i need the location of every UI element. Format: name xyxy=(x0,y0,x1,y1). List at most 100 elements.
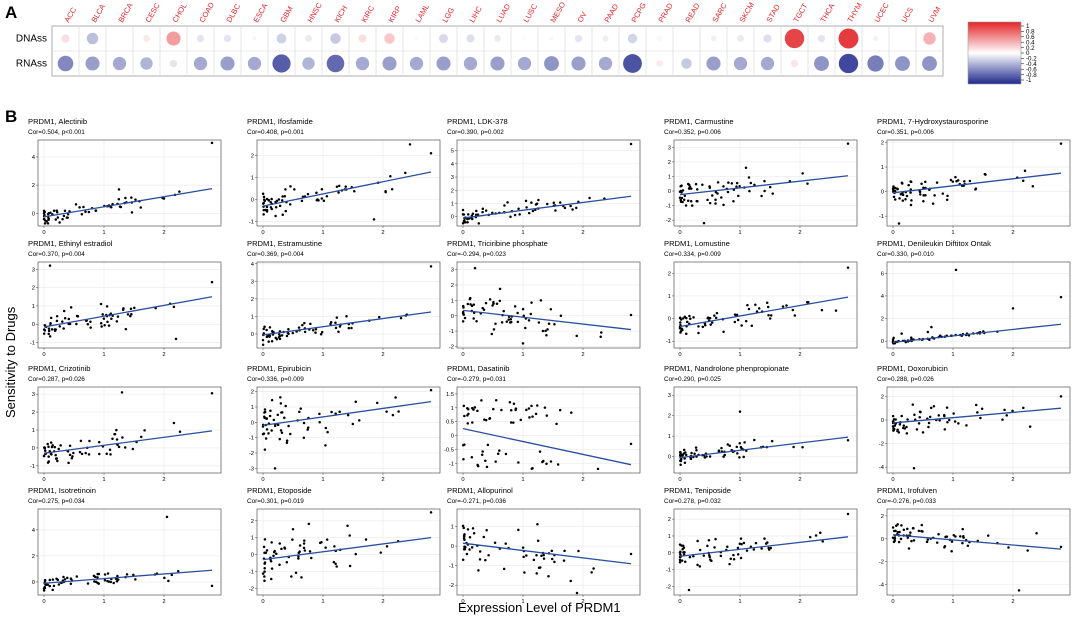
scatter-point xyxy=(917,422,921,425)
scatter-point xyxy=(429,265,433,268)
scatter-point xyxy=(269,409,272,412)
scatter-point xyxy=(133,306,136,310)
scatter-point xyxy=(906,418,909,421)
scatter-title: PRDM1, LDK-378 xyxy=(447,117,508,126)
scatter-y-tick-label: 1 xyxy=(32,304,35,310)
scatter-point xyxy=(536,539,540,543)
heatmap-circle xyxy=(414,36,419,41)
scatter-point xyxy=(492,328,496,331)
scatter-point xyxy=(130,211,134,214)
scatter-point xyxy=(805,301,809,304)
scatter-point xyxy=(522,314,526,318)
heatmap-circle xyxy=(922,56,937,71)
scatter-y-tick-label: 2 xyxy=(668,160,671,166)
scatter-point xyxy=(494,322,497,325)
scatter-point xyxy=(542,557,546,560)
scatter-point xyxy=(87,210,91,214)
scatter-point xyxy=(484,558,487,562)
scatter-y-tick-label: -2 xyxy=(449,583,454,589)
scatter-point xyxy=(461,222,465,225)
scatter-point xyxy=(303,549,307,552)
scatter-point xyxy=(270,207,274,211)
scatter-point xyxy=(43,578,47,582)
scatter-point xyxy=(262,213,265,216)
colorbar-tick-label: -0.6 xyxy=(1026,66,1037,73)
scatter-point xyxy=(123,446,127,449)
heatmap-column-label: THYM xyxy=(845,1,863,24)
scatter-point xyxy=(708,186,712,189)
scatter-point xyxy=(1023,169,1027,172)
scatter-point xyxy=(714,316,718,320)
scatter-x-tick-label: 2 xyxy=(1011,352,1014,358)
scatter-y-tick-label: -2 xyxy=(666,585,671,591)
scatter-point xyxy=(771,192,774,195)
heatmap-circle xyxy=(784,28,805,49)
scatter-point xyxy=(516,320,520,324)
scatter-point xyxy=(129,307,133,310)
scatter-point xyxy=(42,211,46,215)
scatter-y-tick-label: 0 xyxy=(32,322,35,328)
scatter-y-tick-label: -1 xyxy=(30,341,35,347)
scatter-y-tick-label: 2 xyxy=(668,414,671,420)
scatter-point xyxy=(785,304,788,307)
scatter-point xyxy=(765,301,769,304)
scatter-plot-area xyxy=(38,509,221,595)
scatter-point xyxy=(899,537,903,541)
colorbar xyxy=(967,21,1022,85)
scatter-x-tick-label: 0 xyxy=(678,352,681,358)
scatter-title: PRDM1, Isotretinoin xyxy=(28,486,96,495)
scatter-point xyxy=(708,555,711,559)
scatter-point xyxy=(172,305,176,309)
scatter-point xyxy=(334,412,337,415)
regression-line xyxy=(43,569,213,584)
scatter-point xyxy=(75,575,79,578)
scatter-point xyxy=(924,180,927,184)
scatter-point xyxy=(210,584,214,588)
heatmap-circle xyxy=(574,34,583,43)
scatter-border xyxy=(886,261,1071,349)
scatter-point xyxy=(983,172,987,176)
scatter-y-tick-label: 1 xyxy=(451,202,454,208)
scatter-point xyxy=(66,576,69,580)
regression-line xyxy=(262,537,432,561)
scatter-point xyxy=(117,188,121,191)
scatter-point xyxy=(600,331,603,334)
scatter-point xyxy=(738,185,741,188)
scatter-point xyxy=(678,543,682,546)
scatter-point xyxy=(701,325,705,329)
scatter-point xyxy=(912,539,916,542)
scatter-panel: PRDM1, Allopurinol Cor=-0.271, p=0.036 0 1 2… xyxy=(447,486,641,605)
scatter-point xyxy=(715,311,719,315)
heatmap-circle xyxy=(872,35,879,42)
scatter-point xyxy=(130,196,133,199)
scatter-point xyxy=(678,560,682,564)
scatter-point xyxy=(301,323,304,327)
scatter-point xyxy=(261,202,265,205)
scatter-title: PRDM1, Teniposide xyxy=(664,486,731,495)
scatter-point xyxy=(962,534,965,538)
scatter-border xyxy=(886,508,1071,596)
scatter-point xyxy=(170,573,174,577)
scatter-point xyxy=(546,328,549,331)
scatter-point xyxy=(893,189,897,193)
scatter-point xyxy=(763,179,766,183)
scatter-x-tick-label: 0 xyxy=(261,230,264,236)
scatter-point xyxy=(52,584,56,588)
scatter-point xyxy=(685,320,689,324)
scatter-point xyxy=(680,559,684,562)
scatter-point xyxy=(946,421,949,424)
scatter-point xyxy=(922,199,925,203)
scatter-point xyxy=(390,188,394,191)
scatter-point xyxy=(69,582,73,586)
scatter-x-tick-label: 2 xyxy=(381,477,384,483)
scatter-point xyxy=(927,421,931,425)
scatter-point xyxy=(726,545,729,548)
scatter-point xyxy=(462,404,466,408)
scatter-point xyxy=(528,416,531,419)
scatter-point xyxy=(121,436,124,439)
scatter-y-tick-label: 0 xyxy=(32,580,35,586)
scatter-point xyxy=(43,586,47,590)
scatter-point xyxy=(265,328,268,332)
scatter-point xyxy=(534,203,538,206)
scatter-point xyxy=(535,572,538,575)
